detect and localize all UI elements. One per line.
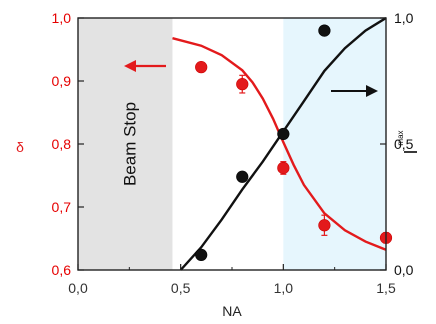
left-tick-label: 1,0 [52, 10, 72, 26]
delta-point [236, 78, 249, 91]
left-axis-title: δ [16, 139, 24, 155]
imax-point [318, 24, 331, 37]
x-tick-label: 1,0 [274, 280, 294, 296]
axis-ticks: 0,0 0,5 1,0 1,5 0,6 0,7 0,8 0,9 1,0 0,0 0,5 1,0 [52, 10, 414, 296]
delta-point [318, 219, 331, 232]
imax-point [195, 248, 208, 261]
data-points [195, 24, 393, 261]
delta-fit-line [172, 37, 387, 251]
right-axis-title-sub: max [396, 130, 405, 145]
x-tick-label: 1,5 [376, 280, 396, 296]
imax-point [277, 127, 290, 141]
beam-stop-region [78, 18, 173, 270]
left-arrow [124, 60, 166, 72]
x-axis-title: NA [222, 303, 242, 319]
right-arrow [331, 85, 378, 97]
right-tick-label: 0,5 [394, 136, 414, 152]
left-tick-label: 0,9 [52, 73, 72, 89]
imax-point [236, 170, 249, 183]
highlight-region [283, 18, 386, 270]
left-tick-label: 0,7 [52, 199, 72, 215]
right-axis-title: I max [396, 130, 421, 154]
x-tick-label: 0,0 [68, 280, 88, 296]
left-tick-label: 0,6 [52, 262, 72, 278]
right-tick-label: 0,0 [394, 262, 414, 278]
right-tick-label: 1,0 [394, 10, 414, 26]
delta-point [195, 61, 208, 74]
beam-stop-label: Beam Stop [120, 102, 139, 186]
left-tick-label: 0,8 [52, 136, 72, 152]
x-tick-label: 0,5 [171, 280, 191, 296]
right-axis-title-main: I [401, 149, 421, 154]
delta-point [277, 161, 290, 175]
